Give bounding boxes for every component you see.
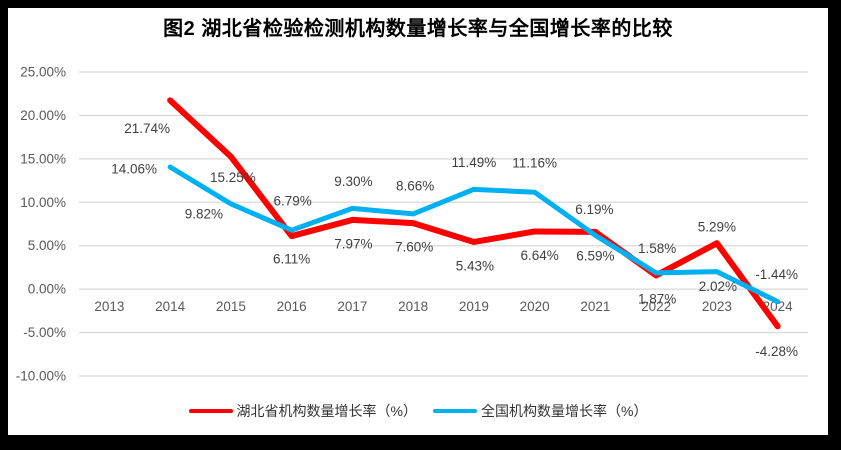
legend-label-national: 全国机构数量增长率（%）	[481, 403, 648, 419]
data-label-national: -1.44%	[755, 267, 798, 282]
data-label-hubei: 6.11%	[273, 252, 310, 267]
data-label-hubei: 6.64%	[520, 248, 558, 263]
legend-label-hubei: 湖北省机构数量增长率（%）	[236, 403, 417, 419]
data-label-hubei: 7.60%	[395, 240, 433, 255]
legend: 湖北省机构数量增长率（%） 全国机构数量增长率（%）	[8, 401, 828, 421]
plot-area: 25.00% 20.00% 15.00% 10.00% 5.00% 0.00% -5.00%…	[16, 65, 808, 384]
series-line-national	[167, 164, 781, 305]
y-axis-tick-label: -10.00%	[16, 369, 66, 384]
data-label-national: 6.19%	[575, 202, 613, 217]
data-label-national: 9.82%	[185, 206, 223, 221]
data-label-hubei: 7.97%	[334, 236, 372, 251]
y-axis-tick-label: 0.00%	[28, 282, 66, 297]
series-line-hubei	[167, 97, 781, 330]
y-axis-tick-label: 15.00%	[20, 151, 66, 166]
x-axis-tick-label: 2017	[337, 299, 367, 314]
x-axis-tick-label: 2023	[702, 299, 732, 314]
x-axis-tick-label: 2014	[155, 299, 186, 314]
data-label-national: 11.16%	[512, 156, 557, 171]
legend-item-hubei: 湖北省机构数量增长率（%）	[188, 401, 417, 421]
chart-area: 图2 湖北省检验检测机构数量增长率与全国增长率的比较 25.00% 20.00% 1…	[8, 8, 828, 435]
data-label-hubei: 15.25%	[210, 170, 256, 185]
x-axis-tick-label: 2020	[520, 299, 550, 314]
data-label-national: 2.02%	[699, 279, 737, 294]
y-axis-tick-label: 20.00%	[20, 108, 66, 123]
legend-line-swatch-red	[188, 409, 233, 413]
data-label-national: 1.87%	[638, 291, 676, 306]
data-label-national: 8.66%	[396, 178, 434, 193]
x-axis-tick-label: 2016	[277, 299, 307, 314]
chart-title: 图2 湖北省检验检测机构数量增长率与全国增长率的比较	[163, 18, 673, 40]
data-label-hubei: 1.58%	[638, 241, 676, 256]
data-label-national: 11.49%	[451, 155, 496, 170]
x-axis-tick-label: 2013	[94, 299, 124, 314]
data-label-national: 14.06%	[111, 162, 157, 177]
x-axis-tick-label: 2024	[763, 299, 794, 314]
y-axis-tick-label: 10.00%	[20, 195, 66, 210]
legend-line-swatch-blue	[433, 409, 477, 413]
x-axis-tick-label: 2022	[641, 299, 671, 314]
data-label-hubei: 21.74%	[124, 121, 170, 136]
data-label-national: 6.79%	[273, 194, 311, 209]
data-label-national: 9.30%	[334, 174, 372, 189]
x-axis-tick-label: 2019	[459, 299, 489, 314]
data-label-hubei: -4.28%	[755, 344, 798, 359]
y-axis-tick-label: 5.00%	[28, 238, 66, 253]
y-axis-tick-label: -5.00%	[23, 325, 66, 340]
x-axis-tick-label: 2015	[216, 299, 246, 314]
x-axis-tick-label: 2018	[398, 299, 428, 314]
data-label-hubei: 6.59%	[576, 248, 614, 263]
data-label-hubei: 5.29%	[698, 220, 736, 235]
legend-item-national: 全国机构数量增长率（%）	[433, 401, 647, 421]
y-axis-tick-label: 25.00%	[20, 65, 66, 80]
x-axis-tick-label: 2021	[580, 299, 610, 314]
data-label-hubei: 5.43%	[456, 258, 494, 273]
